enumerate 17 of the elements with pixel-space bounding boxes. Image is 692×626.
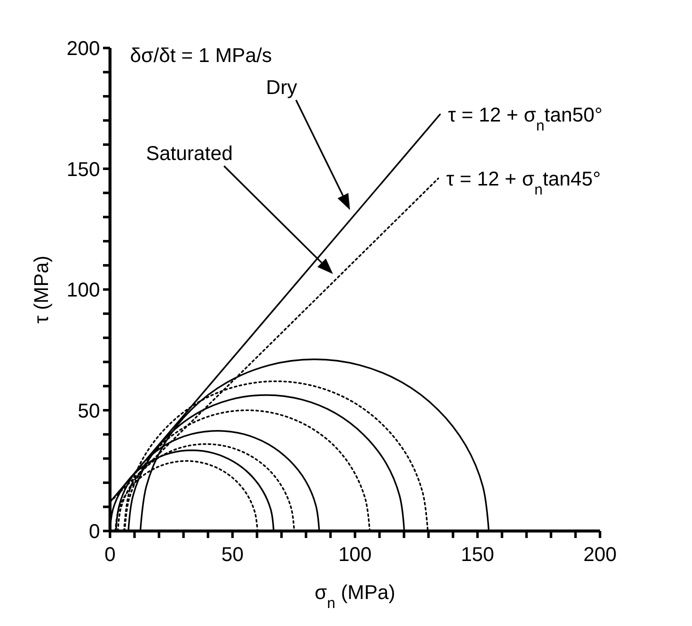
x-tick-label: 200	[583, 544, 617, 566]
series-label: τ = 12 + σ$_{n}$tan45°	[446, 168, 601, 198]
annotation: δσ/δt = 1 MPa/s	[130, 45, 272, 67]
annotation: Saturated	[146, 143, 233, 165]
series-label: τ = 12 + σ$_{n}$tan50°	[448, 104, 602, 134]
x-axis-title: σ$_{n}$ (MPa)	[314, 582, 396, 612]
x-tick-label: 150	[460, 544, 494, 566]
y-axis-title: τ (MPa)	[31, 256, 53, 324]
y-tick-label: 200	[66, 38, 100, 60]
annotation: Dry	[266, 77, 298, 99]
x-tick-label: 100	[338, 544, 372, 566]
y-tick-label: 150	[66, 158, 100, 181]
y-tick-label: 50	[78, 400, 100, 422]
y-tick-label: 100	[66, 280, 100, 302]
x-tick-label: 50	[221, 544, 244, 566]
x-tick-label: 0	[104, 544, 116, 566]
y-tick-label: 0	[88, 521, 100, 543]
